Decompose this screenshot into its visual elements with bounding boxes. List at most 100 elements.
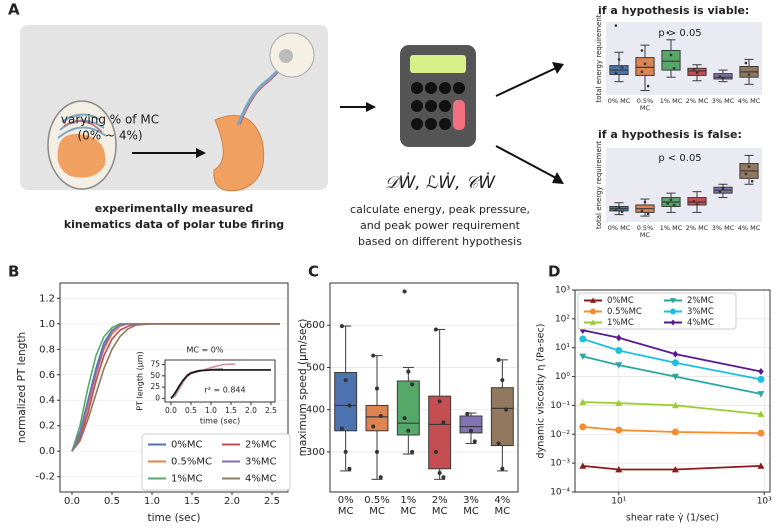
heading: if a hypothesis is viable:: [598, 4, 749, 17]
point: [721, 76, 725, 80]
point: [666, 31, 670, 34]
x-tick-label: 2% MC: [685, 97, 709, 105]
box: [459, 415, 483, 434]
box: [428, 395, 452, 470]
marker: [615, 399, 623, 406]
marker: [615, 466, 623, 473]
illustration-text: (0% ~ 4%): [77, 129, 142, 143]
x-tick-label: 3% MC: [463, 495, 479, 517]
point: [441, 475, 446, 480]
marker: [579, 335, 587, 343]
legend-label: 3%MC: [687, 307, 714, 317]
y-tick-label: 10⁻⁴: [550, 488, 570, 498]
point: [339, 324, 344, 329]
series-line: [582, 401, 761, 415]
x-tick-label: 1.0: [205, 406, 217, 415]
point: [437, 399, 442, 404]
plot-frame: [329, 282, 519, 493]
y-tick-label: 0.8: [39, 344, 55, 355]
point: [433, 449, 438, 454]
series-line: [582, 329, 762, 373]
y-tick-label: 10⁻²: [550, 430, 570, 440]
point: [472, 439, 477, 444]
x-tick-label: 2% MC: [431, 495, 448, 517]
point: [744, 61, 748, 65]
spore-illustration: [47, 32, 315, 192]
point: [406, 369, 411, 374]
x-tick-label: 4% MC: [737, 224, 761, 232]
y-tick-label: 0.6: [39, 370, 55, 381]
point: [375, 386, 379, 391]
panel-label: D: [548, 263, 560, 281]
series-line: [71, 323, 280, 452]
legend-marker: [670, 319, 676, 326]
point: [433, 327, 438, 332]
arrow: [495, 62, 564, 97]
point: [343, 378, 348, 383]
point: [646, 84, 650, 88]
box: [490, 387, 514, 447]
y-tick-label: 50: [150, 371, 160, 380]
marker: [579, 462, 587, 469]
y-tick-label: 500: [306, 362, 325, 373]
description: calculate energy, peak pressure,: [350, 203, 530, 216]
legend-label: 2%MC: [245, 440, 276, 451]
marker: [615, 347, 623, 355]
y-tick-label: 1.0: [39, 319, 55, 330]
point: [496, 441, 501, 446]
series-line: [582, 465, 761, 471]
point: [504, 407, 509, 412]
series-line: [582, 426, 761, 434]
y-tick-label: 0.0: [39, 446, 55, 457]
y-tick-label: 400: [306, 405, 325, 416]
point: [640, 70, 644, 74]
x-axis-label: time (sec): [200, 417, 240, 426]
calculator-icon: [400, 45, 476, 147]
point: [695, 71, 699, 75]
x-tick-label: 1% MC: [400, 495, 417, 517]
x-axis-label: time (sec): [148, 512, 201, 524]
marker: [579, 326, 586, 334]
box: [365, 404, 389, 432]
x-tick-label: 3% MC: [711, 97, 735, 105]
legend-marker: [670, 298, 676, 304]
x-tick-label: 2.5: [265, 406, 277, 415]
x-tick-label: 2.0: [245, 406, 257, 415]
x-tick-label: 1% MC: [659, 224, 683, 232]
y-tick-label: 300: [306, 447, 325, 458]
y-axis-label: total energy requirement: [595, 14, 603, 102]
marker: [671, 466, 679, 473]
point: [640, 49, 644, 52]
point: [410, 449, 415, 454]
panel-label: C: [308, 263, 319, 281]
marker: [671, 359, 679, 367]
x-tick-label: 2.5: [264, 496, 280, 507]
box: [661, 49, 681, 71]
legend-label: 3%MC: [245, 457, 276, 468]
point: [646, 212, 650, 216]
x-tick-label: 0.0: [64, 496, 80, 507]
point: [375, 449, 379, 454]
description: based on different hypothesis: [358, 235, 522, 248]
point: [620, 66, 624, 69]
point: [747, 73, 751, 76]
y-tick-label: 0.4: [39, 395, 55, 406]
marker: [757, 375, 765, 383]
y-tick-label: 10⁻³: [550, 459, 570, 469]
point: [496, 357, 501, 362]
x-tick-label: 10¹: [611, 497, 626, 507]
point: [465, 411, 470, 416]
y-axis-label: dynamic viscosity η (Pa-sec): [536, 324, 547, 459]
y-tick-label: 25: [150, 382, 160, 391]
y-tick-label: 10³: [555, 286, 570, 296]
caption: experimentally measured: [95, 202, 254, 215]
point: [402, 416, 407, 421]
point: [672, 66, 676, 70]
marker: [757, 410, 765, 417]
x-tick-label: 1% MC: [659, 97, 683, 105]
annotation: p < 0.05: [658, 153, 701, 164]
legend-marker: [590, 308, 596, 315]
y-tick-label: 10⁻¹: [550, 401, 570, 411]
